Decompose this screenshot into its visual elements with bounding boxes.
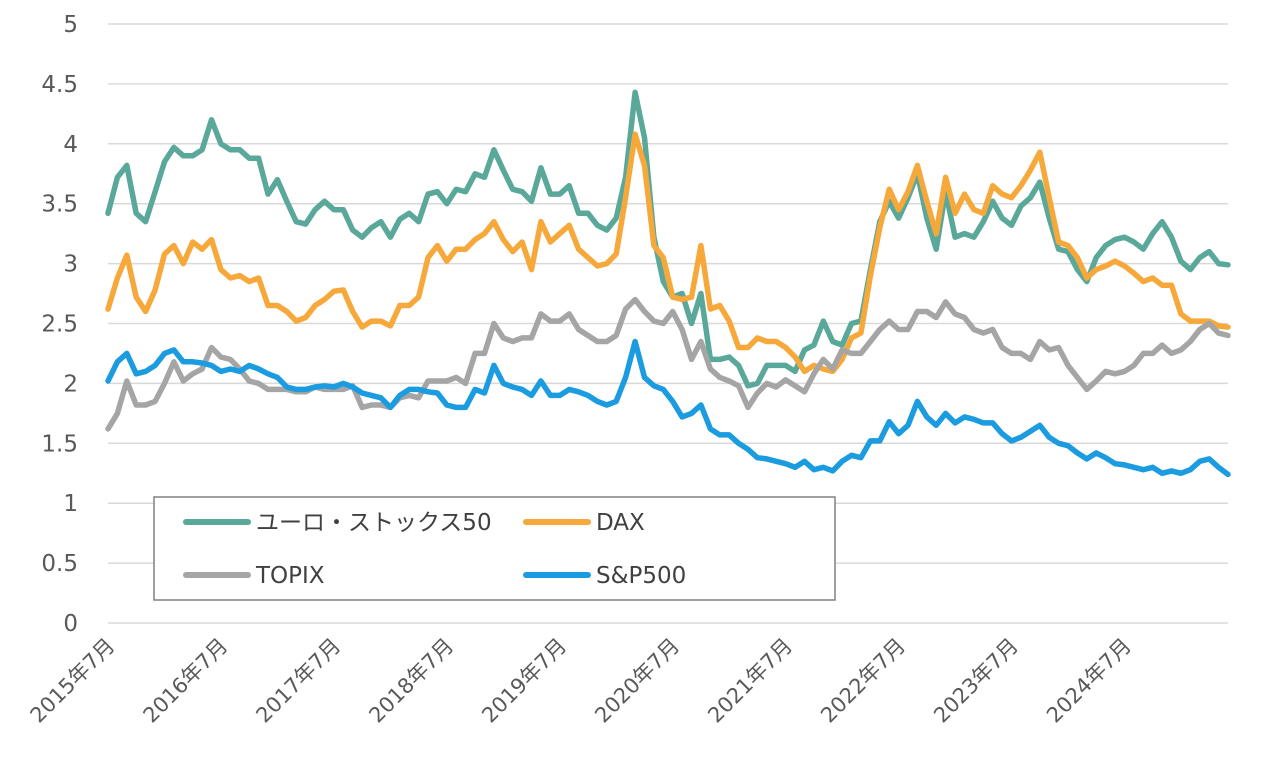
legend-label: DAX <box>596 510 645 536</box>
y-tick-label: 1.5 <box>41 431 78 457</box>
x-tick-label: 2016年7月 <box>139 634 233 728</box>
series-line-0 <box>105 89 1231 389</box>
y-tick-label: 4 <box>63 132 78 158</box>
x-tick-label: 2017年7月 <box>252 634 346 728</box>
x-tick-label: 2019年7月 <box>477 634 571 728</box>
legend: ユーロ・ストックス50 DAX TOPIX S&P500 <box>153 496 836 601</box>
series-line-1 <box>105 131 1231 375</box>
series-line-3 <box>105 338 1231 478</box>
series-line-2 <box>105 296 1231 432</box>
y-axis-ticks: 0 0.5 1 1.5 2 2.5 3 3.5 4 4.5 5 <box>41 12 78 637</box>
y-tick-label: 3 <box>63 252 78 278</box>
y-tick-label: 5 <box>63 12 78 38</box>
x-tick-label: 2023年7月 <box>929 634 1023 728</box>
legend-items: ユーロ・ストックス50 DAX TOPIX S&P500 <box>183 510 686 589</box>
y-tick-label: 2 <box>63 371 78 397</box>
x-tick-label: 2021年7月 <box>703 634 797 728</box>
x-axis-ticks: 2015年7月 2016年7月 2017年7月 2018年7月 2019年7月 2020年… <box>26 634 1136 728</box>
y-tick-label: 4.5 <box>41 72 78 98</box>
y-tick-label: 2.5 <box>41 312 78 338</box>
series-lines <box>105 89 1231 478</box>
x-tick-label: 2018年7月 <box>364 634 458 728</box>
legend-box <box>153 496 836 601</box>
x-tick-label: 2022年7月 <box>816 634 910 728</box>
x-tick-label: 2015年7月 <box>26 634 120 728</box>
x-tick-label: 2024年7月 <box>1042 634 1136 728</box>
x-tick-label: 2020年7月 <box>590 634 684 728</box>
legend-label: ユーロ・ストックス50 <box>256 510 492 536</box>
legend-label: TOPIX <box>255 563 325 589</box>
y-tick-label: 0 <box>63 611 78 637</box>
y-tick-label: 3.5 <box>41 192 78 218</box>
y-tick-label: 1 <box>63 491 78 517</box>
y-tick-label: 0.5 <box>41 551 78 577</box>
legend-label: S&P500 <box>596 563 686 589</box>
